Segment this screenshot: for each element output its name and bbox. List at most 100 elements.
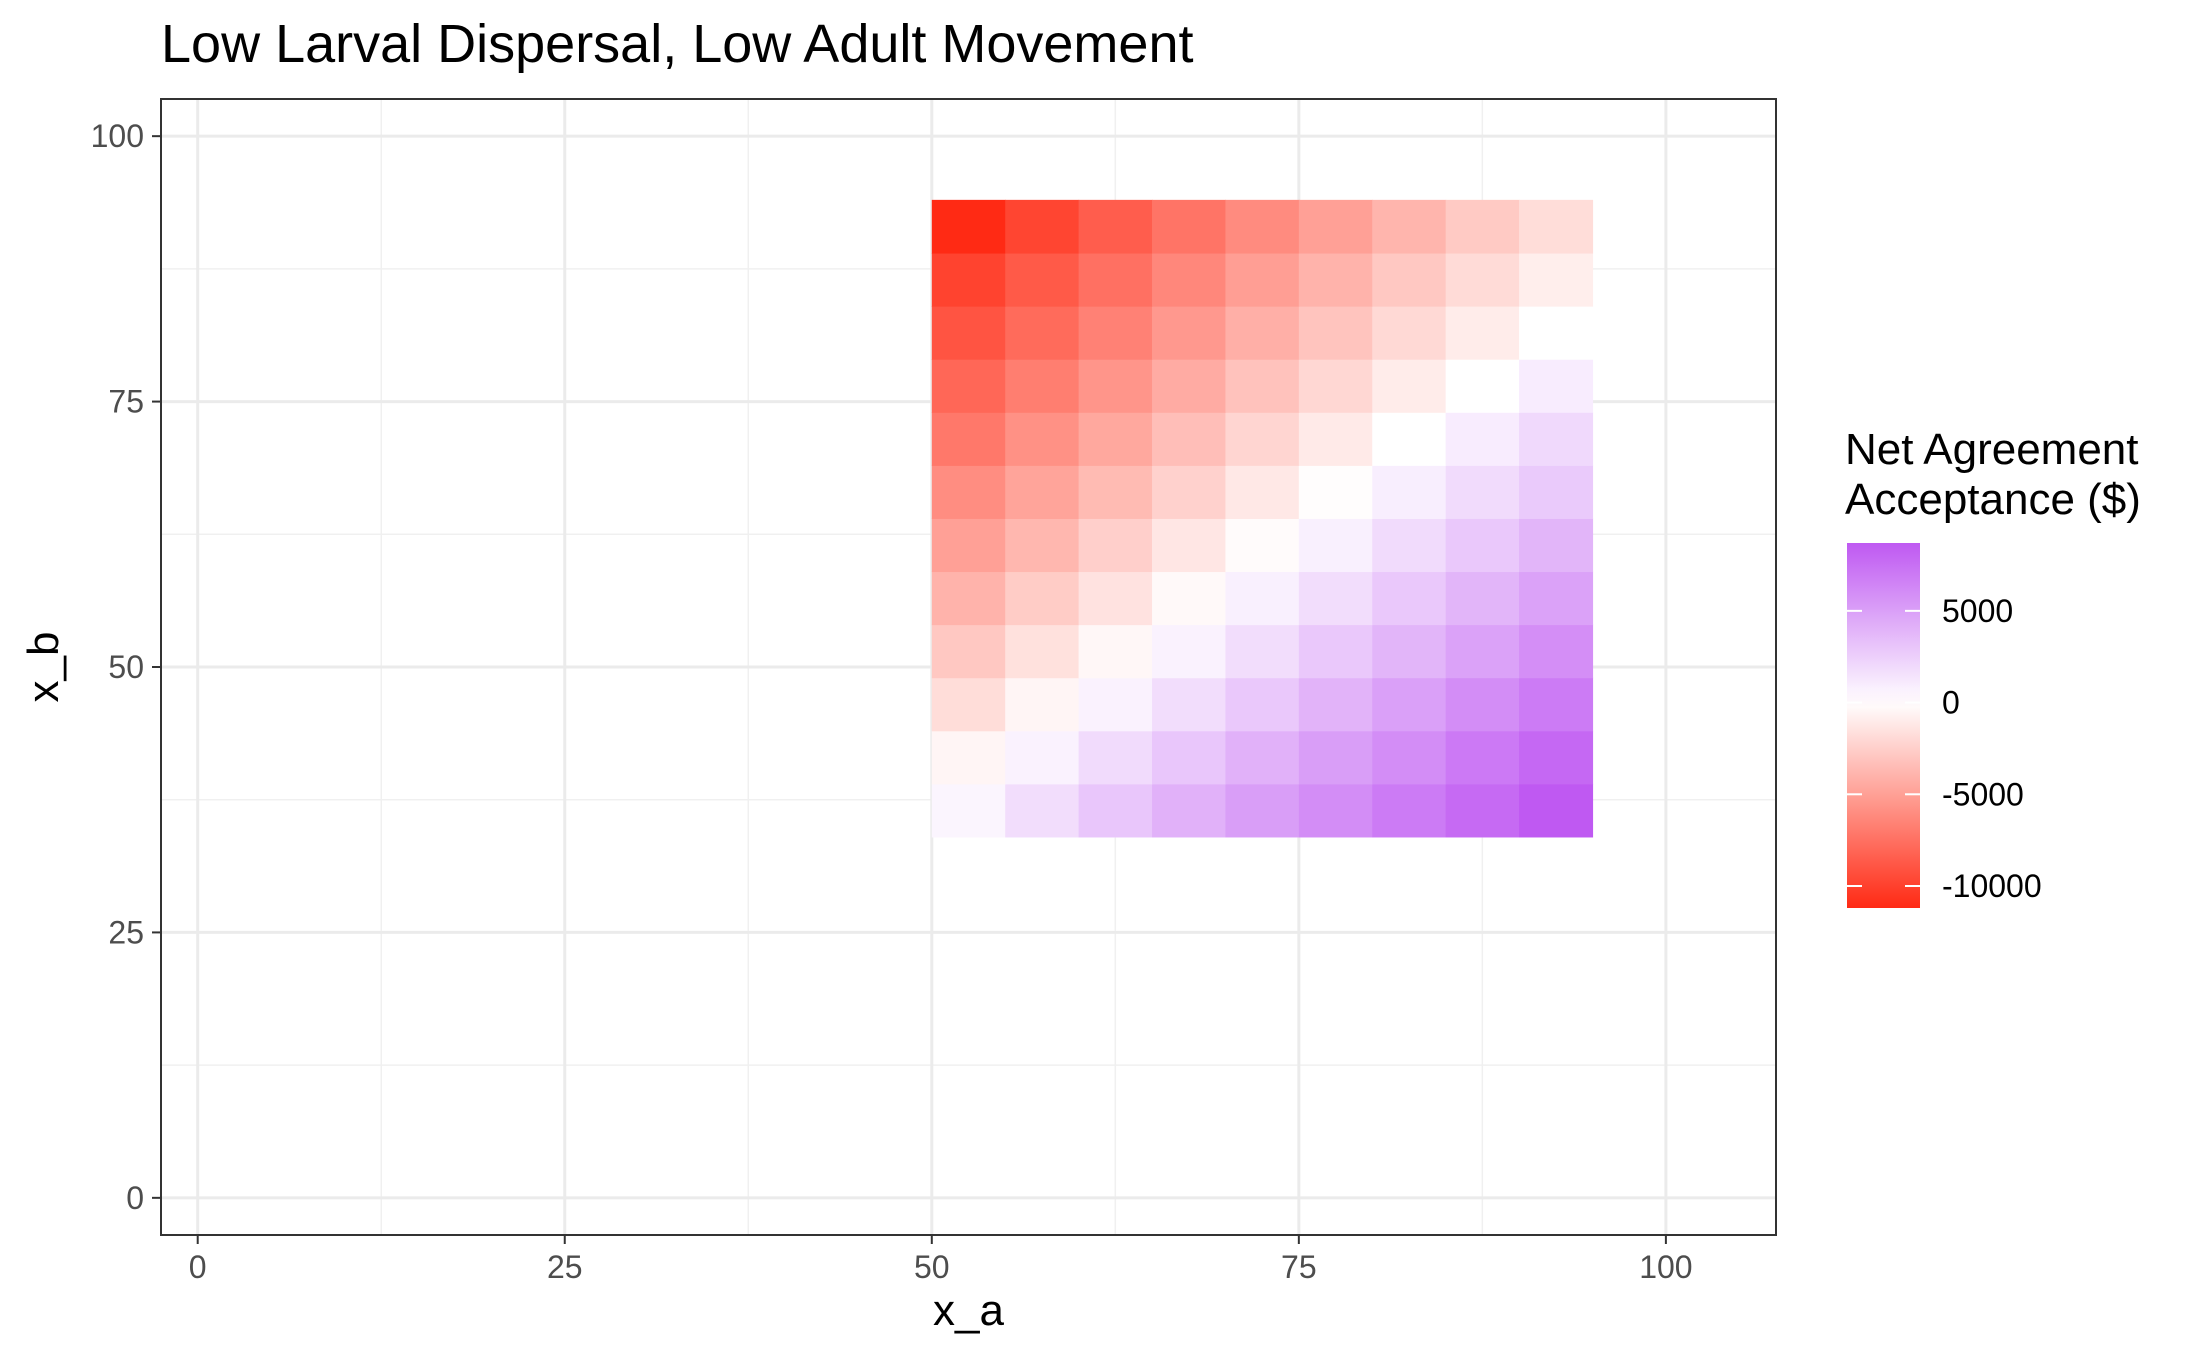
heatmap-cell [1445, 306, 1520, 360]
heatmap-cell [1519, 730, 1594, 785]
heatmap-cell [1445, 783, 1520, 838]
heatmap-cell [1519, 677, 1594, 732]
heatmap-cell [931, 359, 1006, 413]
heatmap-cell [1519, 518, 1594, 573]
heatmap-cell [1005, 465, 1080, 519]
heatmap-cell [1372, 624, 1447, 679]
heatmap-cell [1225, 306, 1300, 360]
heatmap-cell [1078, 571, 1153, 626]
heatmap-cell [1298, 252, 1373, 307]
heatmap-cell [1445, 199, 1520, 254]
heatmap-cell [1152, 412, 1227, 466]
heatmap-cell [1005, 199, 1080, 254]
heatmap-cell [1372, 677, 1447, 732]
x-tick-label: 0 [189, 1249, 207, 1285]
y-tick-label: 50 [108, 649, 144, 685]
heatmap-cell [931, 465, 1006, 519]
heatmap-cell [1225, 571, 1300, 626]
heatmap-cell [1152, 199, 1227, 254]
heatmap-cell [1372, 199, 1447, 254]
heatmap-cell [1298, 730, 1373, 785]
heatmap-cell [1078, 359, 1153, 413]
x-axis-title: x_a [933, 1286, 1004, 1335]
heatmap-cell [1372, 518, 1447, 573]
heatmap-cell [931, 730, 1006, 785]
heatmap-cell [1152, 730, 1227, 785]
heatmap-cell [931, 518, 1006, 573]
heatmap-cell [931, 412, 1006, 466]
heatmap-cell [1005, 730, 1080, 785]
heatmap-cell [1519, 359, 1594, 413]
heatmap-cell [1298, 465, 1373, 519]
y-axis-title: x_b [19, 632, 68, 703]
heatmap-cell [1078, 783, 1153, 838]
heatmap-cell [1372, 252, 1447, 307]
heatmap-cell [1152, 783, 1227, 838]
heatmap-cell [1078, 252, 1153, 307]
x-tick-label: 100 [1639, 1249, 1692, 1285]
heatmap-cell [1152, 465, 1227, 519]
heatmap-cell [1152, 571, 1227, 626]
heatmap-cell [1225, 465, 1300, 519]
heatmap-cell [1519, 252, 1594, 307]
heatmap-cell [1078, 677, 1153, 732]
heatmap-cell [1445, 730, 1520, 785]
heatmap-cell [1445, 412, 1520, 466]
heatmap-cell [1225, 783, 1300, 838]
heatmap-cell [1519, 571, 1594, 626]
heatmap-cell [1519, 624, 1594, 679]
heatmap-cell [1078, 465, 1153, 519]
heatmap-cell [1005, 306, 1080, 360]
heatmap-cell [1372, 306, 1447, 360]
heatmap-cell [931, 677, 1006, 732]
x-tick-label: 50 [914, 1249, 950, 1285]
heatmap-cell [931, 783, 1006, 838]
heatmap-cell [1225, 730, 1300, 785]
heatmap-cell [1519, 412, 1594, 466]
heatmap-cell [1152, 359, 1227, 413]
heatmap-cell [1152, 306, 1227, 360]
legend-tick-label: 5000 [1942, 593, 2013, 629]
heatmap-cell [1298, 199, 1373, 254]
legend-tick-label: -10000 [1942, 868, 2042, 904]
heatmap-cell [1078, 306, 1153, 360]
heatmap-cell [1225, 624, 1300, 679]
heatmap-cell [1445, 518, 1520, 573]
y-tick-label: 0 [126, 1180, 144, 1216]
heatmap-cell [1152, 677, 1227, 732]
heatmap-cell [1298, 783, 1373, 838]
heatmap-cell [1445, 624, 1520, 679]
y-tick-label: 25 [108, 914, 144, 950]
heatmap-cell [1078, 730, 1153, 785]
heatmap-cell [1225, 199, 1300, 254]
heatmap-cell [931, 306, 1006, 360]
heatmap-cell [1372, 730, 1447, 785]
heatmap-cell [931, 624, 1006, 679]
legend-title-line2: Acceptance ($) [1845, 475, 2141, 524]
legend-colorbar [1847, 543, 1920, 908]
heatmap-cell [1005, 677, 1080, 732]
heatmap-cell [1372, 465, 1447, 519]
heatmap-cell [1005, 783, 1080, 838]
heatmap-cell [1078, 412, 1153, 466]
heatmap-cell [1372, 571, 1447, 626]
plot-panel: 0 25 50 75 100 0 25 50 75 100 [91, 98, 1777, 1285]
heatmap-cell [1005, 624, 1080, 679]
heatmap-cell [1225, 677, 1300, 732]
heatmap-cell [1005, 412, 1080, 466]
heatmap-cell [1225, 518, 1300, 573]
legend-tick-label: 0 [1942, 685, 1960, 721]
heatmap-cell [931, 199, 1006, 254]
heatmap-cell [1298, 412, 1373, 466]
heatmap-cell [1298, 518, 1373, 573]
heatmap-cell [1005, 252, 1080, 307]
heatmap-cell [1298, 306, 1373, 360]
heatmap-cell [1445, 677, 1520, 732]
x-tick-label: 75 [1281, 1249, 1317, 1285]
heatmap-cell [1152, 252, 1227, 307]
heatmap-cell [1078, 518, 1153, 573]
heatmap-cell [1445, 359, 1520, 413]
x-tick-label: 25 [547, 1249, 583, 1285]
legend-tick-label: -5000 [1942, 776, 2024, 812]
